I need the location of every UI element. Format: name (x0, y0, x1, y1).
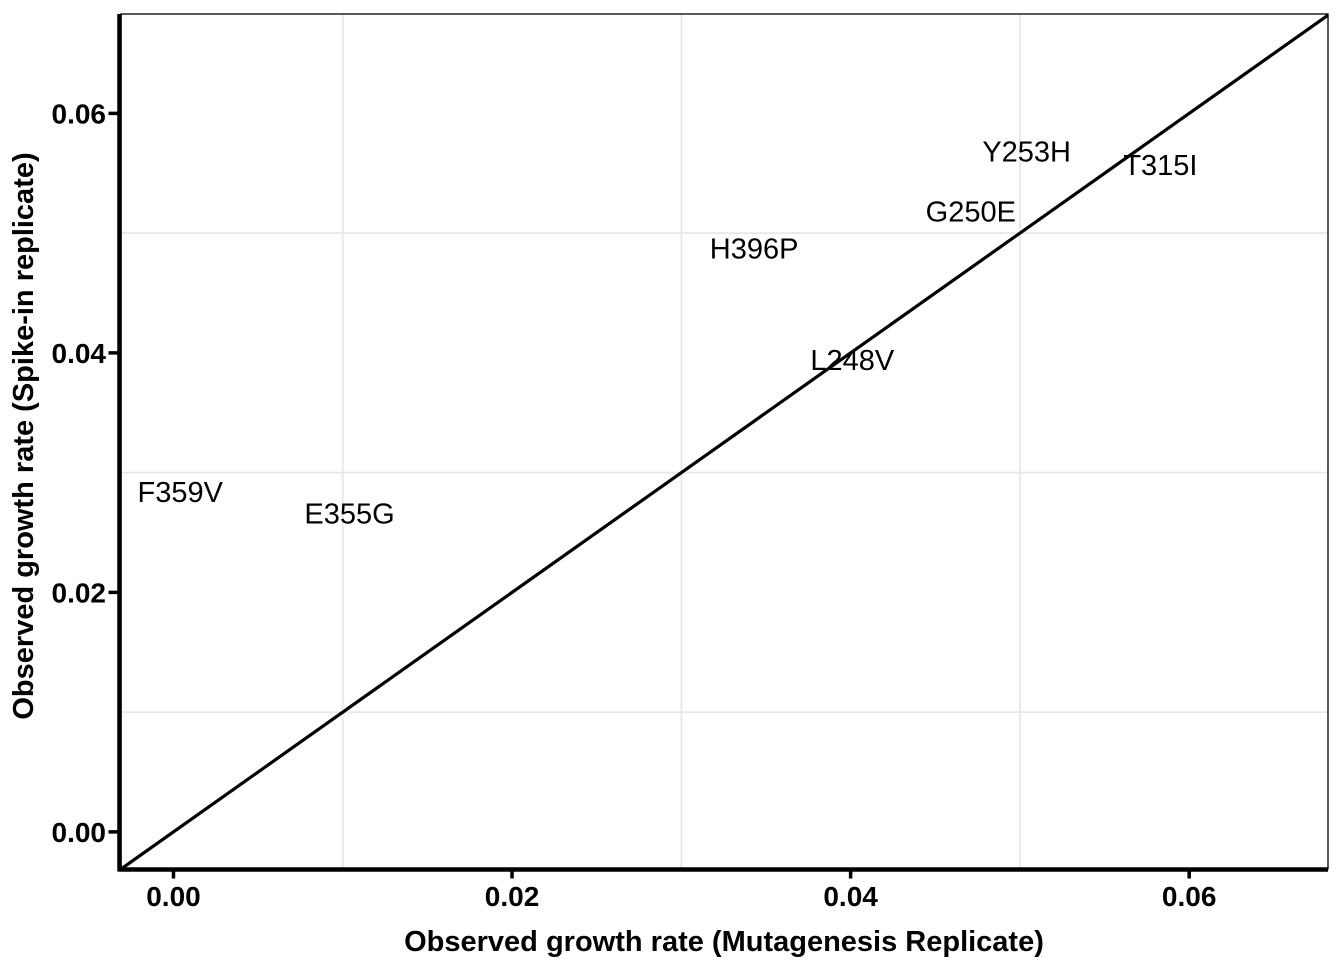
point-label-h396p: H396P (710, 234, 799, 266)
point-label-t315i: T315I (1123, 150, 1197, 182)
y-tick-label: 0.02 (52, 577, 107, 608)
axis-lines (117, 14, 1328, 872)
x-tick-label: 0.02 (485, 881, 540, 912)
x-tick-label: 0.04 (823, 881, 878, 912)
identity-line (120, 13, 1329, 871)
point-label-e355g: E355G (304, 498, 394, 530)
identity-line-segment (120, 13, 1329, 871)
mutation-labels: Y253H T315I G250E H396P L248V F359V E355G (138, 137, 1198, 531)
y-tick-label: 0.00 (52, 817, 107, 848)
y-tick-label: 0.06 (52, 98, 107, 129)
y-tick-labels: 0.00 0.02 0.04 0.06 (52, 98, 107, 847)
point-label-y253h: Y253H (982, 137, 1071, 169)
y-tick-label: 0.04 (52, 338, 107, 369)
x-axis-title: Observed growth rate (Mutagenesis Replic… (404, 926, 1044, 958)
y-axis-title: Observed growth rate (Spike-in replicate… (8, 152, 40, 719)
point-label-f359v: F359V (138, 477, 224, 509)
gridlines (121, 14, 1328, 869)
x-tick-labels: 0.00 0.02 0.04 0.06 (146, 881, 1216, 912)
axis-ticks (108, 111, 1191, 879)
x-tick-label: 0.00 (146, 881, 201, 912)
x-tick-label: 0.06 (1162, 881, 1217, 912)
point-label-g250e: G250E (926, 197, 1016, 229)
point-label-l248v: L248V (810, 345, 895, 377)
